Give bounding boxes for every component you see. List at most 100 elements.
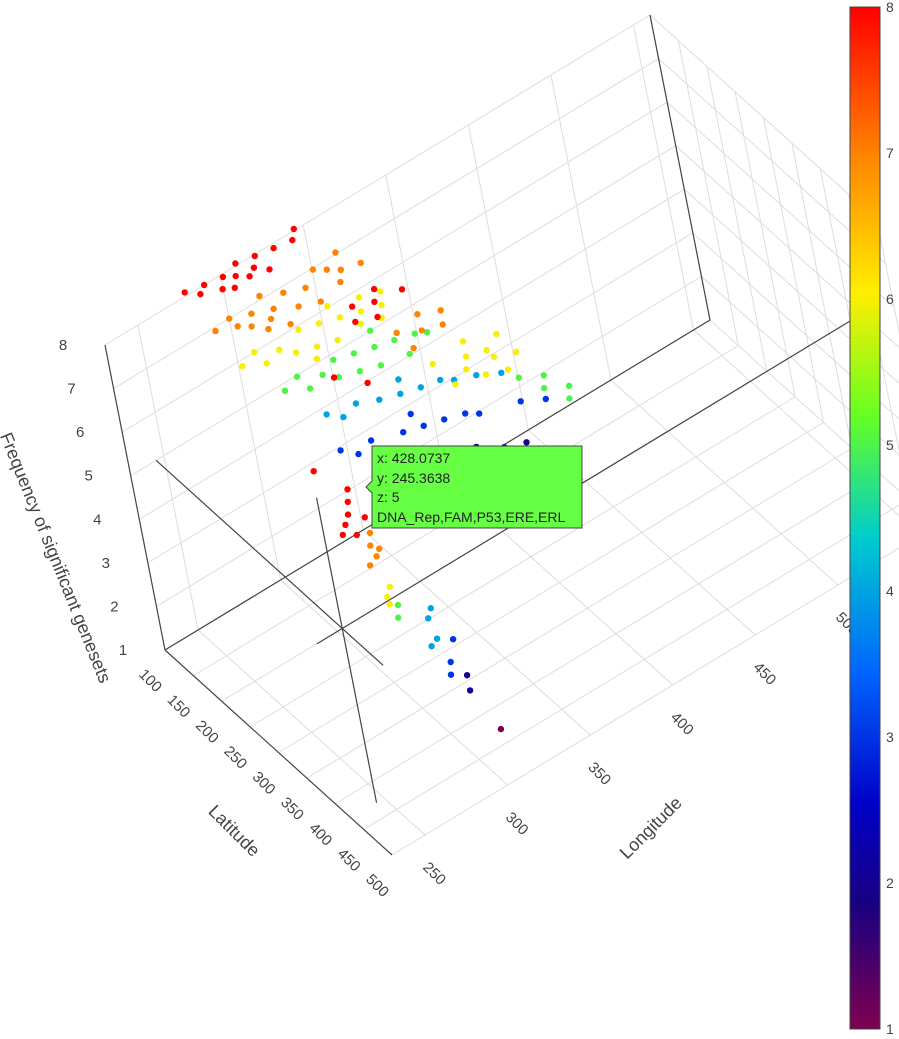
data-point[interactable] [232, 272, 239, 280]
data-point[interactable] [335, 373, 342, 381]
data-point[interactable] [367, 437, 375, 444]
data-point[interactable] [290, 225, 297, 233]
data-point[interactable] [462, 353, 470, 360]
data-point[interactable] [437, 376, 444, 384]
data-point[interactable] [540, 384, 548, 392]
data-point[interactable] [498, 369, 505, 376]
data-point[interactable] [313, 355, 320, 362]
data-point[interactable] [295, 303, 302, 310]
data-point[interactable] [302, 284, 309, 291]
data-point[interactable] [352, 318, 359, 326]
data-point[interactable] [265, 325, 272, 333]
data-point[interactable] [473, 372, 480, 379]
data-point[interactable] [219, 273, 227, 281]
data-point[interactable] [319, 371, 326, 379]
data-point[interactable] [376, 288, 384, 295]
data-point[interactable] [512, 348, 520, 356]
data-point[interactable] [376, 396, 383, 403]
data-point[interactable] [350, 350, 358, 357]
data-point[interactable] [493, 330, 500, 338]
data-point[interactable] [219, 286, 226, 293]
data-point[interactable] [344, 511, 352, 518]
data-point[interactable] [397, 390, 404, 397]
data-point[interactable] [246, 273, 253, 280]
data-point[interactable] [395, 376, 402, 383]
data-point[interactable] [418, 327, 425, 334]
data-point[interactable] [391, 336, 398, 344]
data-point[interactable] [355, 450, 362, 458]
data-point[interactable] [433, 635, 441, 642]
data-point[interactable] [342, 521, 349, 528]
data-point[interactable] [357, 259, 364, 267]
data-point[interactable] [367, 327, 374, 334]
data-point[interactable] [482, 371, 490, 378]
data-point[interactable] [357, 320, 364, 327]
data-point[interactable] [463, 366, 470, 373]
data-point[interactable] [357, 308, 365, 315]
data-point[interactable] [212, 327, 219, 335]
data-point[interactable] [371, 343, 378, 351]
data-point[interactable] [270, 244, 277, 252]
data-point[interactable] [231, 284, 238, 291]
data-point[interactable] [332, 249, 339, 256]
data-point[interactable] [414, 311, 421, 318]
data-point[interactable] [437, 307, 444, 314]
data-point[interactable] [439, 321, 446, 328]
data-point[interactable] [371, 298, 378, 305]
data-point[interactable] [232, 260, 239, 267]
data-point[interactable] [523, 439, 530, 446]
data-point[interactable] [378, 301, 385, 309]
data-point[interactable] [420, 422, 427, 429]
data-point[interactable] [323, 411, 330, 418]
data-point[interactable] [323, 266, 330, 273]
data-point[interactable] [295, 326, 302, 333]
data-point[interactable] [429, 360, 436, 368]
data-point[interactable] [476, 410, 483, 417]
data-point[interactable] [340, 413, 347, 421]
data-point[interactable] [447, 671, 455, 678]
data-point[interactable] [248, 323, 255, 330]
data-point[interactable] [309, 266, 317, 273]
data-point[interactable] [267, 315, 275, 323]
data-point[interactable] [377, 362, 385, 369]
data-point[interactable] [263, 360, 270, 367]
data-point[interactable] [361, 514, 368, 521]
data-point[interactable] [394, 601, 402, 609]
data-point[interactable] [281, 387, 289, 394]
data-point[interactable] [366, 562, 374, 569]
data-point[interactable] [181, 289, 188, 296]
data-point[interactable] [356, 368, 364, 375]
data-point[interactable] [373, 553, 380, 560]
data-point[interactable] [266, 266, 273, 273]
data-point[interactable] [330, 356, 337, 363]
data-point[interactable] [374, 313, 381, 321]
data-point[interactable] [425, 615, 432, 622]
data-point[interactable] [566, 395, 573, 402]
data-point[interactable] [280, 289, 287, 296]
data-point[interactable] [504, 366, 512, 373]
data-point[interactable] [423, 329, 431, 336]
data-point[interactable] [466, 687, 474, 694]
data-point[interactable] [540, 372, 547, 379]
data-point[interactable] [398, 286, 406, 293]
data-point[interactable] [349, 303, 356, 310]
data-point[interactable] [337, 266, 344, 273]
data-point[interactable] [449, 636, 457, 643]
data-point[interactable] [251, 252, 258, 260]
data-point[interactable] [352, 400, 360, 407]
data-point[interactable] [515, 374, 522, 381]
data-point[interactable] [417, 384, 424, 391]
data-point[interactable] [393, 329, 400, 336]
data-point[interactable] [366, 529, 374, 537]
data-point[interactable] [384, 593, 391, 601]
data-point[interactable] [336, 314, 344, 321]
data-point[interactable] [395, 614, 402, 621]
data-point[interactable] [330, 374, 338, 381]
data-point[interactable] [411, 330, 418, 337]
data-point[interactable] [517, 398, 524, 405]
data-point[interactable] [239, 363, 246, 370]
data-point[interactable] [490, 353, 498, 360]
data-point[interactable] [337, 278, 344, 286]
data-point[interactable] [364, 379, 371, 387]
data-point[interactable] [386, 583, 394, 590]
